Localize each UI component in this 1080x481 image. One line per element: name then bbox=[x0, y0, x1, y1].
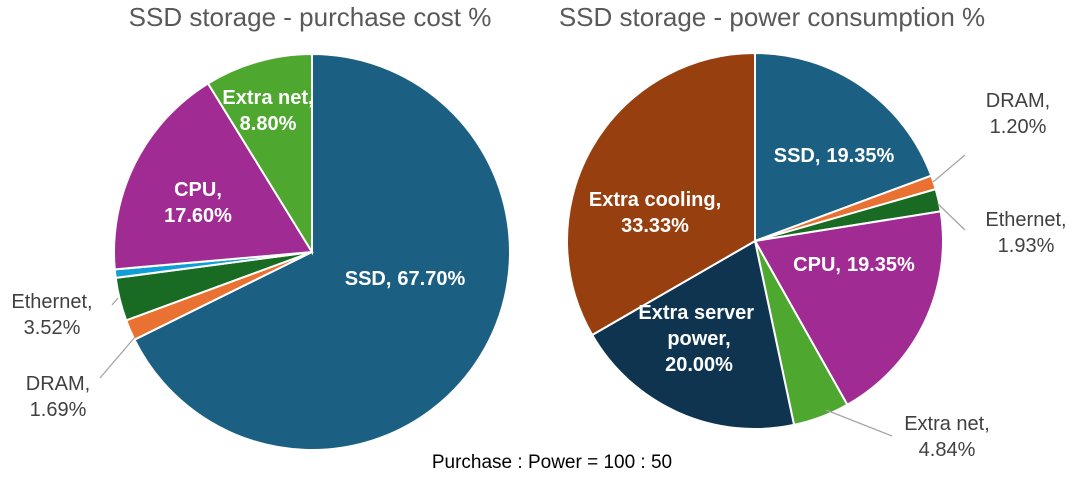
pie-slice bbox=[113, 82, 314, 271]
label-value: 33.33% bbox=[621, 215, 689, 237]
data-label: Ethernet, 3.52% bbox=[11, 291, 92, 339]
data-label: Extra net, 4.84% bbox=[904, 413, 990, 461]
data-label: Extra cooling, 33.33% bbox=[589, 189, 721, 237]
leader-line bbox=[99, 336, 136, 379]
pie-slice bbox=[566, 51, 756, 337]
data-label: SSD, 19.35% bbox=[774, 145, 895, 167]
annotation: Purchase : Power = 100 : 50 bbox=[432, 452, 672, 473]
pie-slice bbox=[206, 52, 313, 256]
label-value: 3.52% bbox=[24, 317, 81, 339]
label-category: SSD, bbox=[774, 145, 821, 167]
label-value: 1.69% bbox=[30, 399, 87, 421]
pie-slice bbox=[753, 210, 944, 407]
label-category: Extra server power, bbox=[638, 302, 759, 350]
label-value: 67.70% bbox=[397, 268, 465, 290]
data-label: Extra server power, 20.00% bbox=[638, 302, 759, 376]
label-category: Extra cooling, bbox=[589, 189, 721, 211]
data-label: Extra net, 8.80% bbox=[222, 87, 313, 135]
label-category: Ethernet, bbox=[985, 209, 1066, 231]
data-label: DRAM, 1.69% bbox=[26, 373, 90, 421]
pie-slice bbox=[590, 239, 796, 430]
label-value: 1.20% bbox=[990, 116, 1047, 138]
label-category: Ethernet, bbox=[11, 291, 92, 313]
label-value: 20.00% bbox=[665, 354, 733, 376]
data-label: Ethernet, 1.93% bbox=[985, 209, 1066, 257]
chart-title: SSD storage - purchase cost % bbox=[129, 2, 492, 32]
leader-line bbox=[932, 154, 966, 183]
chart-title: SSD storage - power consumption % bbox=[559, 2, 985, 32]
data-label: SSD, 67.70% bbox=[345, 268, 466, 290]
label-category: CPU, bbox=[793, 254, 841, 276]
label-value: 8.80% bbox=[240, 113, 297, 135]
data-label: DRAM, 1.20% bbox=[986, 90, 1050, 138]
label-category: DRAM, bbox=[986, 90, 1050, 112]
label-line: Extra server bbox=[638, 302, 759, 324]
leader-line bbox=[825, 409, 893, 437]
label-category: Extra net, bbox=[904, 413, 990, 435]
label-category: SSD, bbox=[345, 268, 392, 290]
label-category: CPU, bbox=[174, 179, 222, 201]
label-category: Extra net, bbox=[222, 87, 313, 109]
label-value: 19.35% bbox=[826, 145, 894, 167]
pie-slice bbox=[133, 52, 511, 451]
label-line: power, bbox=[667, 328, 730, 350]
label-value: 1.93% bbox=[998, 235, 1055, 257]
data-label: CPU, 17.60% bbox=[164, 179, 232, 227]
label-value: 19.35% bbox=[847, 254, 915, 276]
label-value: 4.84% bbox=[919, 439, 976, 461]
label-value: 17.60% bbox=[164, 205, 232, 227]
data-label: CPU, 19.35% bbox=[793, 254, 915, 276]
label-category: DRAM, bbox=[26, 373, 90, 395]
pie-slice bbox=[754, 51, 933, 243]
leader-line bbox=[111, 297, 119, 306]
leader-line bbox=[937, 203, 966, 231]
